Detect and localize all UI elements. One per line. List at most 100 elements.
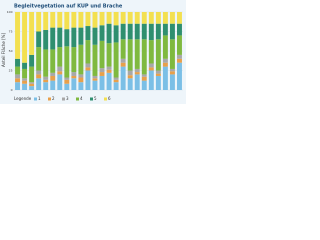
- bar-segment: [85, 67, 91, 71]
- chart-title: Begleitvegetation auf KUP und Brache: [14, 4, 123, 10]
- bar-segment: [78, 27, 84, 45]
- y-axis-label: Anteil Fläche [%]: [1, 33, 6, 67]
- bar-segment: [113, 77, 119, 80]
- bar-segment: [92, 80, 98, 90]
- bar-segment: [99, 68, 105, 73]
- bar-segment: [85, 70, 91, 90]
- bar-segment: [113, 79, 119, 83]
- bar-segment: [64, 77, 70, 80]
- bar-segment: [127, 12, 133, 24]
- legend-swatch: [90, 97, 93, 101]
- bar-segment: [50, 80, 56, 90]
- bar-segment: [177, 12, 182, 24]
- legend-swatch: [62, 97, 65, 101]
- bar-segment: [155, 70, 161, 74]
- bar-segment: [120, 12, 126, 24]
- bar-segment: [15, 66, 20, 75]
- bar-segment: [64, 83, 70, 90]
- bar-segment: [148, 63, 154, 68]
- bar-segment: [169, 68, 175, 72]
- bar-segment: [36, 47, 42, 71]
- bar-segment: [106, 72, 112, 90]
- bar-segment: [85, 63, 91, 68]
- bar-segment: [50, 75, 56, 81]
- bar-segment: [22, 83, 28, 90]
- bar-segment: [169, 39, 175, 69]
- bar-segment: [106, 12, 112, 24]
- y-tick-label: 100: [7, 10, 13, 14]
- bar-segment: [106, 66, 112, 70]
- y-tick-label: 50: [9, 49, 13, 53]
- bar-segment: [85, 40, 91, 64]
- bar-segment: [155, 39, 161, 71]
- bar-segment: [71, 78, 77, 90]
- bar-segment: [134, 68, 140, 73]
- bar-segment: [78, 12, 84, 28]
- bar-segment: [57, 66, 63, 72]
- bar-segment: [120, 58, 126, 63]
- legend-swatch: [34, 97, 37, 101]
- bar-segment: [43, 76, 49, 80]
- bar-segment: [148, 23, 154, 41]
- bar-segment: [127, 23, 133, 40]
- bar-segment: [177, 58, 182, 63]
- legend-title: Legende: [14, 96, 32, 101]
- bar-segment: [92, 27, 98, 45]
- bar-segment: [169, 23, 175, 40]
- bar-segment: [169, 74, 175, 90]
- bar-segment: [177, 54, 182, 59]
- bar-segment: [22, 62, 28, 69]
- bar-segment: [113, 82, 119, 90]
- bar-segment: [141, 74, 147, 77]
- bar-segment: [78, 77, 84, 83]
- bar-segment: [29, 12, 35, 55]
- bar-segment: [141, 76, 147, 81]
- bar-segment: [22, 12, 28, 63]
- bar-segment: [43, 12, 49, 30]
- bar-segment: [92, 12, 98, 28]
- bar-segment: [29, 54, 35, 67]
- bar-segment: [134, 12, 140, 24]
- bar-segment: [57, 47, 63, 67]
- bar-segment: [78, 82, 84, 90]
- y-tick-label: 0: [11, 88, 13, 92]
- bar-segment: [43, 49, 49, 77]
- bar-segment: [120, 23, 126, 40]
- bar-segment: [50, 49, 56, 73]
- bar-segment: [78, 74, 84, 78]
- bar-segment: [71, 12, 77, 28]
- legend-label: 2: [52, 96, 55, 101]
- bar-segment: [127, 39, 133, 71]
- bar-segment: [29, 82, 35, 84]
- bar-segment: [36, 78, 42, 90]
- bar-segment: [162, 35, 168, 59]
- bar-segment: [141, 23, 147, 40]
- bar-segment: [57, 71, 63, 75]
- bar-segment: [141, 80, 147, 90]
- bar-segment: [64, 12, 70, 30]
- bar-segment: [162, 58, 168, 63]
- bar-segment: [162, 66, 168, 90]
- legend-swatch: [104, 97, 107, 101]
- bar-segment: [36, 31, 42, 48]
- bar-segment: [85, 26, 91, 41]
- bar-segment: [22, 68, 28, 79]
- bar-segment: [15, 82, 20, 90]
- bar-segment: [43, 79, 49, 83]
- bar-segment: [141, 12, 147, 24]
- bar-segment: [71, 72, 77, 76]
- bar-segment: [92, 44, 98, 76]
- legend-swatch: [48, 97, 51, 101]
- bar-segment: [120, 62, 126, 67]
- bar-segment: [169, 12, 175, 24]
- bar-segment: [50, 72, 56, 76]
- bar-segment: [127, 75, 133, 79]
- bar-segment: [57, 12, 63, 28]
- bar-segment: [120, 39, 126, 59]
- bar-segment: [50, 27, 56, 50]
- bar-segment: [36, 74, 42, 79]
- bar-segment: [155, 23, 161, 40]
- bar-segment: [99, 12, 105, 26]
- bar-segment: [29, 83, 35, 87]
- bar-segment: [29, 86, 35, 90]
